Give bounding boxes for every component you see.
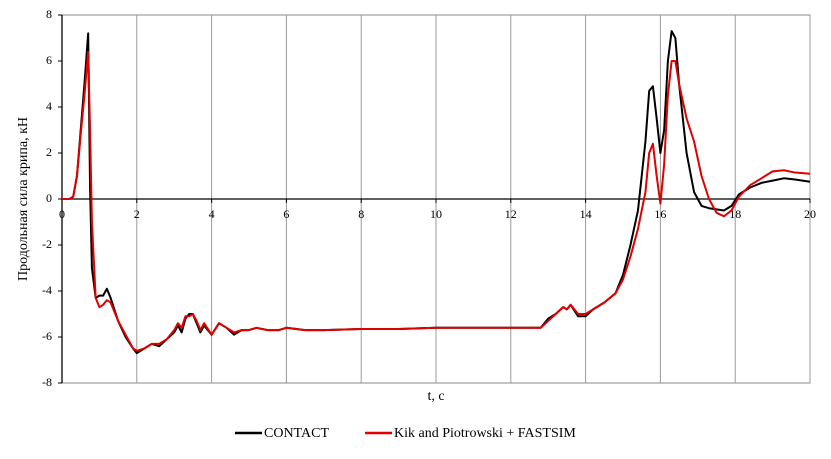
legend-label: Kik and Piotrowski + FASTSIM: [394, 426, 576, 441]
y-tick-label: -4: [42, 283, 52, 297]
y-tick-label: -6: [42, 329, 52, 343]
y-axis-label: Продольная сила крипа, кН: [16, 117, 31, 281]
x-tick-label: 16: [654, 207, 666, 221]
y-tick-label: 0: [46, 191, 52, 205]
x-tick-label: 10: [430, 207, 442, 221]
y-tick-label: 4: [46, 99, 52, 113]
x-tick-label: 8: [358, 207, 364, 221]
series-line: [62, 50, 811, 352]
y-tick-label: -8: [42, 375, 52, 389]
y-tick-label: 2: [46, 145, 52, 159]
x-tick-label: 2: [134, 207, 140, 221]
x-tick-label: 12: [505, 207, 517, 221]
x-tick-label: 18: [729, 207, 741, 221]
x-tick-label: 20: [804, 207, 816, 221]
y-tick-label: 8: [46, 7, 52, 21]
y-tick-label: 6: [46, 53, 52, 67]
x-tick-label: 6: [283, 207, 289, 221]
y-tick-label: -2: [42, 237, 52, 251]
x-tick-label: 4: [209, 207, 215, 221]
x-tick-label: 14: [580, 207, 592, 221]
x-axis-label: t, c: [427, 389, 444, 404]
legend-label: CONTACT: [264, 426, 329, 441]
